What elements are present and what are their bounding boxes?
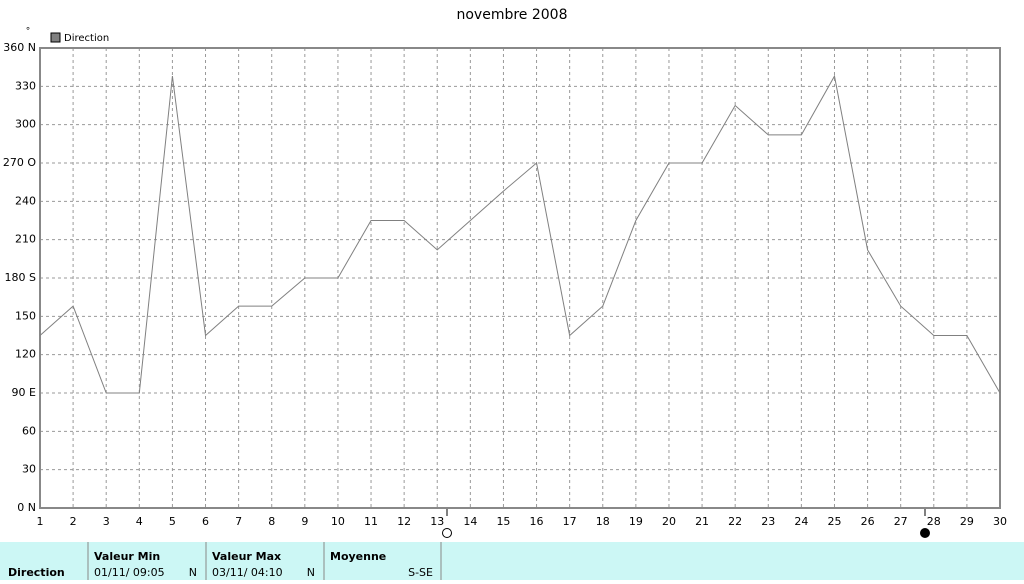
- x-tick-label: 19: [629, 515, 643, 528]
- y-tick-label: 270 O: [3, 156, 36, 169]
- col-header: Valeur Max: [212, 550, 281, 563]
- x-tick-label: 6: [202, 515, 209, 528]
- x-tick-label: 13: [430, 515, 444, 528]
- x-tick-label: 5: [169, 515, 176, 528]
- x-tick-label: 9: [301, 515, 308, 528]
- y-unit: °: [26, 27, 31, 37]
- x-tick-label: 24: [794, 515, 808, 528]
- y-tick-label: 180 S: [5, 271, 36, 284]
- x-tick-label: 22: [728, 515, 742, 528]
- x-tick-label: 16: [530, 515, 544, 528]
- moon-new: [442, 528, 452, 538]
- legend-label: Direction: [64, 33, 109, 44]
- x-tick-label: 1: [37, 515, 44, 528]
- y-tick-label: 30: [22, 463, 36, 476]
- col-header: Moyenne: [330, 550, 386, 563]
- y-tick-label: 300: [15, 118, 36, 131]
- x-tick-label: 18: [596, 515, 610, 528]
- cell: N: [189, 566, 197, 579]
- cell: 01/11/ 09:05: [94, 566, 165, 579]
- x-tick-label: 12: [397, 515, 411, 528]
- x-tick-label: 3: [103, 515, 110, 528]
- y-tick-label: 240: [15, 194, 36, 207]
- summary-table: Direction Valeur Min 01/11/ 09:05 N Vale…: [0, 542, 1024, 580]
- y-tick-label: 360 N: [3, 41, 36, 54]
- y-tick-label: 60: [22, 424, 36, 437]
- plot-frame: [39, 47, 1001, 509]
- x-tick-label: 7: [235, 515, 242, 528]
- x-tick-label: 27: [894, 515, 908, 528]
- legend-swatch: [50, 32, 61, 43]
- cell: N: [307, 566, 315, 579]
- x-tick-label: 23: [761, 515, 775, 528]
- x-tick-label: 30: [993, 515, 1007, 528]
- y-tick-label: 120: [15, 348, 36, 361]
- y-tick-label: 90 E: [12, 386, 36, 399]
- x-tick-label: 17: [563, 515, 577, 528]
- data-line: [39, 74, 1001, 394]
- x-tick-label: 2: [70, 515, 77, 528]
- y-tick-label: 330: [15, 79, 36, 92]
- x-tick-label: 4: [136, 515, 143, 528]
- chart-title: novembre 2008: [456, 7, 567, 23]
- x-tick-label: 10: [331, 515, 345, 528]
- x-tick-label: 8: [268, 515, 275, 528]
- row-label: Direction: [8, 566, 65, 579]
- y-tick-label: 0 N: [17, 501, 36, 514]
- x-tick-label: 14: [463, 515, 477, 528]
- x-tick-label: 15: [496, 515, 510, 528]
- x-tick-label: 11: [364, 515, 378, 528]
- x-tick-label: 25: [827, 515, 841, 528]
- x-tick-label: 21: [695, 515, 709, 528]
- col-header: Valeur Min: [94, 550, 160, 563]
- x-tick-label: 20: [662, 515, 676, 528]
- cell: S-SE: [408, 566, 433, 579]
- x-tick-label: 29: [960, 515, 974, 528]
- table-bg: [0, 542, 1024, 580]
- moon-full: [920, 528, 930, 538]
- x-tick-label: 26: [861, 515, 875, 528]
- cell: 03/11/ 04:10: [212, 566, 283, 579]
- y-tick-label: 150: [15, 309, 36, 322]
- y-tick-label: 210: [15, 233, 36, 246]
- x-tick-label: 28: [927, 515, 941, 528]
